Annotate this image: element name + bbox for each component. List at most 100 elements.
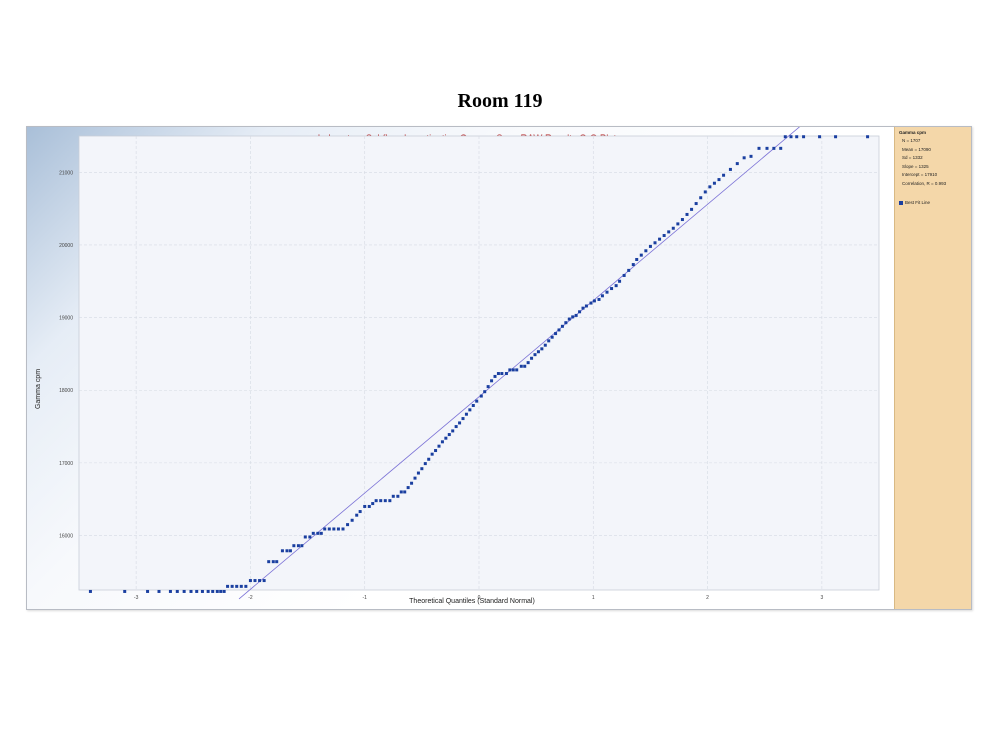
data-point <box>413 476 417 480</box>
data-point <box>285 549 289 553</box>
stat-correlation: Correlation, R = 0.993 <box>902 180 947 186</box>
data-point <box>540 347 544 351</box>
y-tick-label: 21000 <box>59 170 73 176</box>
data-point <box>355 513 359 517</box>
data-point <box>363 504 367 508</box>
y-tick-label: 16000 <box>59 534 73 540</box>
data-point <box>420 467 424 471</box>
data-point <box>662 234 666 238</box>
data-point <box>423 462 427 466</box>
data-point <box>311 531 315 535</box>
data-point <box>639 253 643 257</box>
data-point <box>336 527 340 531</box>
stat-slope: Slope = 1325 <box>902 163 929 169</box>
data-point <box>749 154 753 158</box>
data-point <box>717 178 721 182</box>
qq-plot-chart: Laboratory Subfloor Investigation Gamma … <box>35 127 880 605</box>
data-point <box>308 535 312 539</box>
data-point <box>802 135 806 139</box>
data-point <box>440 440 444 444</box>
data-point <box>504 372 508 376</box>
data-point <box>567 317 571 321</box>
x-tick-label: -3 <box>134 595 139 601</box>
stat-mean: Mean = 17090 <box>902 146 931 152</box>
data-point <box>676 222 680 226</box>
data-point <box>508 368 512 372</box>
data-point <box>690 207 694 211</box>
data-point <box>722 173 726 177</box>
data-point <box>818 135 822 139</box>
data-point <box>447 433 451 437</box>
data-point <box>547 339 551 343</box>
data-point <box>834 135 838 139</box>
data-point <box>486 385 490 389</box>
data-point <box>742 156 746 160</box>
data-point <box>597 297 601 301</box>
data-point <box>550 335 554 339</box>
data-point <box>454 425 458 429</box>
x-tick-label: 0 <box>478 595 481 601</box>
data-point <box>341 527 345 531</box>
data-point <box>430 452 434 456</box>
data-point <box>383 499 387 503</box>
data-point <box>437 444 441 448</box>
data-point <box>523 364 527 368</box>
data-point <box>605 290 609 294</box>
data-point <box>795 135 799 139</box>
data-point <box>757 146 761 150</box>
data-point <box>653 241 657 245</box>
data-point <box>614 284 618 288</box>
data-point <box>493 374 497 378</box>
data-point <box>471 403 475 407</box>
data-point <box>500 372 504 376</box>
data-point <box>557 328 561 332</box>
data-point <box>635 257 639 261</box>
y-tick-label: 18000 <box>59 388 73 394</box>
data-point <box>358 510 362 514</box>
axis-ticks: -3 -2 -1 0 1 2 3 16000 17000 18000 19000 20000 21000 <box>59 170 823 601</box>
data-point <box>571 315 575 319</box>
data-point <box>622 273 626 277</box>
data-point <box>406 486 410 490</box>
legend-best-fit-label: Best Fit Line <box>905 200 931 205</box>
data-point <box>866 135 870 139</box>
data-point <box>396 494 400 498</box>
data-point <box>648 244 652 248</box>
data-point <box>157 589 161 593</box>
data-points <box>88 135 870 593</box>
data-point <box>195 589 199 593</box>
stat-n: N = 1707 <box>902 138 921 143</box>
data-point <box>735 162 739 166</box>
y-tick-label: 19000 <box>59 316 73 322</box>
data-point <box>627 268 631 272</box>
data-point <box>288 549 292 553</box>
data-point <box>168 589 172 593</box>
data-point <box>658 237 662 241</box>
data-point <box>215 589 219 593</box>
data-point <box>319 531 323 535</box>
data-point <box>783 135 787 139</box>
data-point <box>533 353 537 357</box>
data-point <box>280 549 284 553</box>
data-point <box>592 299 596 303</box>
data-point <box>200 589 204 593</box>
chart-frame: Laboratory Subfloor Investigation Gamma … <box>26 126 972 610</box>
data-point <box>468 408 472 412</box>
data-point <box>219 589 223 593</box>
data-point <box>708 185 712 189</box>
legend-best-fit: Best Fit Line <box>899 200 967 205</box>
data-point <box>610 287 614 291</box>
data-point <box>346 523 350 527</box>
data-point <box>728 167 732 171</box>
data-point <box>371 502 375 506</box>
data-point <box>536 350 540 354</box>
x-tick-label: 3 <box>820 595 823 601</box>
data-point <box>694 202 698 206</box>
data-point <box>332 527 336 531</box>
data-point <box>644 249 648 253</box>
data-point <box>618 279 622 283</box>
data-point <box>350 518 354 522</box>
y-axis-label: Gamma cpm <box>35 369 42 409</box>
data-point <box>765 146 769 150</box>
data-point <box>175 589 179 593</box>
